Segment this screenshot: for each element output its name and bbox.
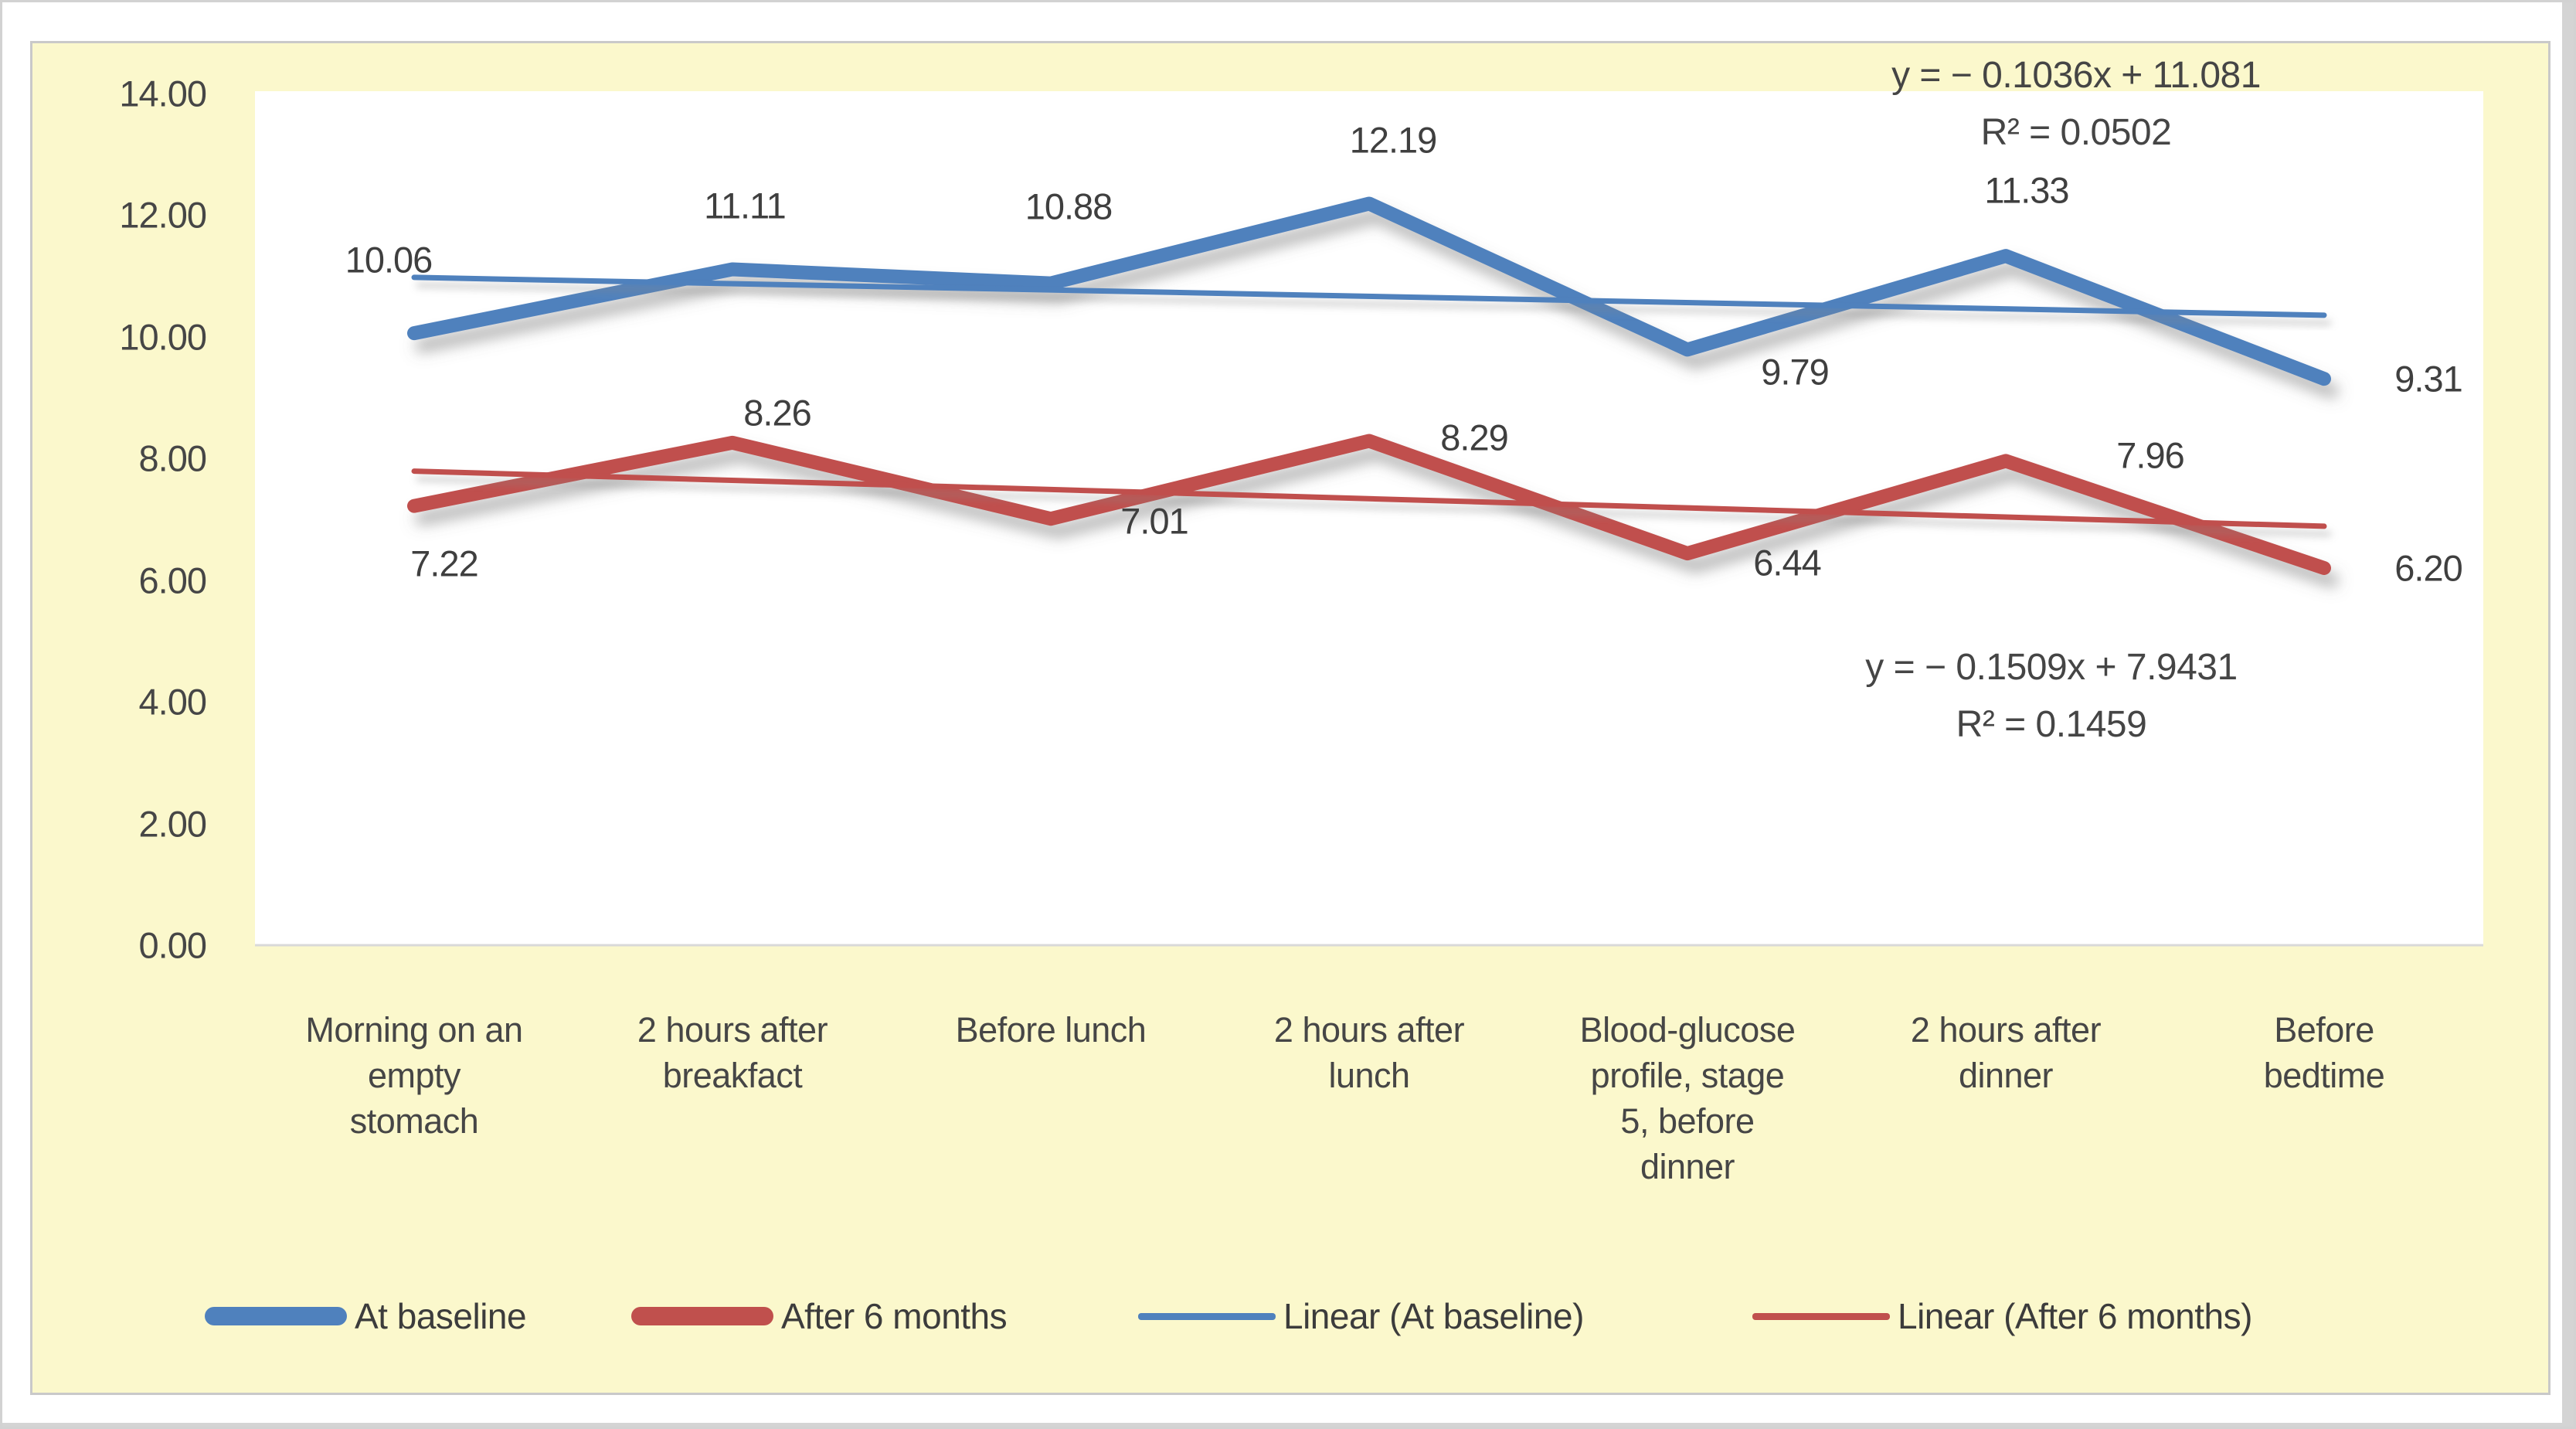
legend-item-linear-at-baseline: Linear (At baseline)	[1138, 1295, 1584, 1337]
legend-label: Linear (At baseline)	[1283, 1296, 1584, 1336]
trendline-equation-after-6-months: y = − 0.1509x + 7.9431 R² = 0.1459	[1777, 639, 2326, 754]
data-label-series1-pt6: 6.20	[2394, 547, 2462, 589]
data-label-series0-pt1: 11.11	[704, 185, 787, 226]
y-axis-tick-label: 14.00	[119, 73, 207, 114]
y-axis-tick-label: 2.00	[138, 803, 207, 845]
legend-label: At baseline	[355, 1296, 527, 1336]
r-squared-text: R² = 0.1459	[1956, 704, 2147, 745]
data-label-series0-pt0: 10.06	[345, 239, 433, 281]
window-right-border	[2562, 2, 2574, 1427]
x-axis-category-label: Before lunch	[955, 1010, 1147, 1050]
equation-text: y = − 0.1036x + 11.081	[1891, 55, 2261, 96]
x-axis-category-label: Before bedtime	[2263, 1010, 2385, 1095]
x-axis-category-label: 2 hours after lunch	[1273, 1010, 1465, 1095]
data-label-series1-pt4: 6.44	[1753, 542, 1821, 584]
legend-swatch-linear-after-6-months	[1752, 1312, 1890, 1320]
trendline-equation-at-baseline: y = − 0.1036x + 11.081 R² = 0.0502	[1802, 47, 2350, 162]
data-label-series1-pt2: 7.01	[1120, 500, 1188, 542]
y-axis-tick-label: 10.00	[119, 316, 207, 358]
y-axis-tick-label: 8.00	[138, 437, 207, 479]
x-axis-category-label: Blood-glucose profile, stage 5, before dinn…	[1579, 1010, 1796, 1186]
legend-item-at-baseline: At baseline	[205, 1295, 527, 1337]
data-label-series1-pt5: 7.96	[2116, 434, 2184, 476]
legend-item-linear-after-6-months: Linear (After 6 months)	[1752, 1295, 2252, 1337]
r-squared-text: R² = 0.0502	[1980, 112, 2172, 153]
data-label-series0-pt6: 9.31	[2394, 358, 2462, 400]
plot-area	[255, 91, 2483, 945]
x-axis-category-label: 2 hours after breakfact	[637, 1010, 828, 1095]
data-label-series0-pt4: 9.79	[1761, 351, 1829, 393]
x-axis-category-label: Morning on an empty stomach	[305, 1010, 523, 1141]
y-axis-tick-label: 4.00	[138, 681, 207, 723]
y-axis-tick-label: 0.00	[138, 924, 207, 966]
equation-text: y = − 0.1509x + 7.9431	[1865, 647, 2238, 688]
data-label-series0-pt5: 11.33	[1984, 169, 2069, 211]
legend-swatch-linear-at-baseline	[1138, 1312, 1276, 1320]
data-label-series0-pt3: 12.19	[1349, 119, 1438, 161]
legend-swatch-at-baseline	[205, 1307, 347, 1325]
legend-swatch-after-6-months	[631, 1307, 773, 1325]
data-label-series1-pt1: 8.26	[743, 392, 811, 434]
x-axis-category-label: 2 hours after dinner	[1910, 1010, 2102, 1095]
window-bottom-border	[2, 1423, 2574, 1427]
legend-label: After 6 months	[781, 1296, 1008, 1336]
y-axis-tick-label: 6.00	[138, 560, 207, 601]
legend-item-after-6-months: After 6 months	[631, 1295, 1008, 1337]
data-label-series1-pt0: 7.22	[410, 543, 478, 584]
data-label-series1-pt3: 8.29	[1440, 417, 1508, 458]
data-label-series0-pt2: 10.88	[1025, 185, 1113, 227]
y-axis-tick-label: 12.00	[119, 194, 207, 236]
legend-label: Linear (After 6 months)	[1898, 1296, 2252, 1336]
